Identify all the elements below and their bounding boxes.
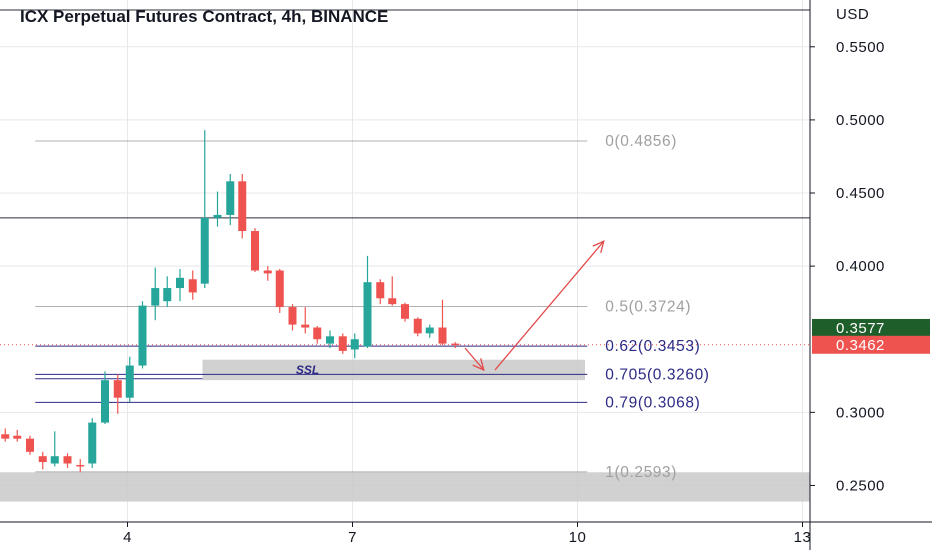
candle-body-8	[101, 380, 109, 423]
candle-body-25	[313, 327, 322, 340]
y-tick-label-2: 0.4500	[836, 185, 885, 202]
candle-body-14	[176, 277, 184, 289]
x-axis-ticks: 4 7 10 13	[123, 522, 811, 546]
fib-label-0: 0(0.4856)	[605, 133, 677, 150]
candle-body-36	[451, 343, 460, 346]
candle-body-3	[38, 456, 47, 463]
tag-price-upper-bg	[812, 318, 930, 337]
candle-body-20	[251, 231, 259, 271]
x-tick-label-3: 13	[794, 529, 812, 546]
x-tick-label-1: 7	[348, 529, 357, 546]
tag-price-upper-label: 0.3577	[836, 320, 885, 337]
candle-body-26	[326, 336, 334, 344]
x-tick-label-2: 10	[569, 529, 587, 546]
candle-body-10	[125, 365, 134, 398]
arrow-up-head	[592, 240, 605, 254]
candle-body-16	[200, 217, 209, 284]
zones	[0, 359, 810, 502]
y-tick-label-0: 0.5500	[836, 39, 885, 56]
candle-body-15	[188, 279, 197, 293]
y-tick-label-5: 0.2500	[836, 477, 885, 494]
chart-title: ICX Perpetual Futures Contract, 4h, BINA…	[20, 7, 388, 26]
candle-body-22	[275, 270, 284, 308]
candle-body-13	[163, 288, 172, 302]
candle-body-21	[263, 270, 272, 274]
candle-body-28	[350, 339, 359, 350]
fib-label-4: 0.79(0.3068)	[605, 394, 700, 411]
y-tick-label-3: 0.4000	[836, 258, 885, 275]
candle-body-7	[88, 422, 97, 464]
candle-body-6	[76, 464, 85, 467]
y-tick-label-1: 0.5000	[836, 112, 885, 129]
arrow-up-shaft	[494, 240, 605, 371]
candle-body-33	[413, 318, 422, 334]
candle-body-30	[376, 282, 385, 299]
candle-body-24	[301, 324, 310, 328]
ssl-label: SSL	[296, 363, 319, 377]
fib-retracement[interactable]: 0(0.4856) 0.5(0.3724) 0.62(0.3453) 0.705(0.…	[35, 133, 709, 481]
candle-body-29	[363, 282, 372, 347]
candle-body-34	[425, 327, 434, 334]
grid	[0, 0, 810, 522]
arrow-down-shaft	[464, 347, 485, 371]
candle-body-32	[401, 304, 409, 319]
candle-body-1	[13, 435, 22, 439]
candle-body-19	[238, 181, 247, 232]
candle-body-18	[226, 181, 235, 215]
y-tick-label-4: 0.3000	[836, 404, 885, 421]
candle-body-2	[26, 438, 34, 452]
arrow-down-head	[472, 358, 485, 372]
candle-body-0	[1, 434, 10, 439]
fib-label-1: 0.5(0.3724)	[605, 298, 691, 315]
candles	[1, 130, 460, 473]
candle-body-35	[438, 327, 447, 344]
candle-body-9	[113, 380, 122, 398]
candle-body-4	[50, 456, 59, 464]
arrows	[464, 240, 605, 372]
candle-body-5	[63, 456, 72, 464]
horizontal-lines	[0, 217, 810, 346]
x-tick-label-0: 4	[123, 529, 132, 546]
tag-price-current-bg	[812, 335, 930, 354]
candle-body-12	[151, 288, 160, 306]
fib-label-2: 0.62(0.3453)	[605, 338, 700, 355]
candle-body-17	[213, 214, 222, 218]
fib-label-5: 1(0.2593)	[605, 464, 677, 481]
candle-body-31	[388, 298, 397, 305]
tag-price-current-label: 0.3462	[836, 337, 885, 354]
bottom-zone	[0, 472, 810, 502]
fib-label-3: 0.705(0.3260)	[605, 366, 709, 383]
candle-body-27	[338, 336, 347, 351]
candle-body-23	[288, 307, 297, 325]
candle-body-11	[138, 305, 147, 366]
currency-label: USD	[836, 6, 869, 23]
ssl-zone	[202, 359, 585, 381]
y-axis-ticks: 0.5500 0.5000 0.4500 0.4000 0.3000 0.2500	[810, 39, 885, 494]
